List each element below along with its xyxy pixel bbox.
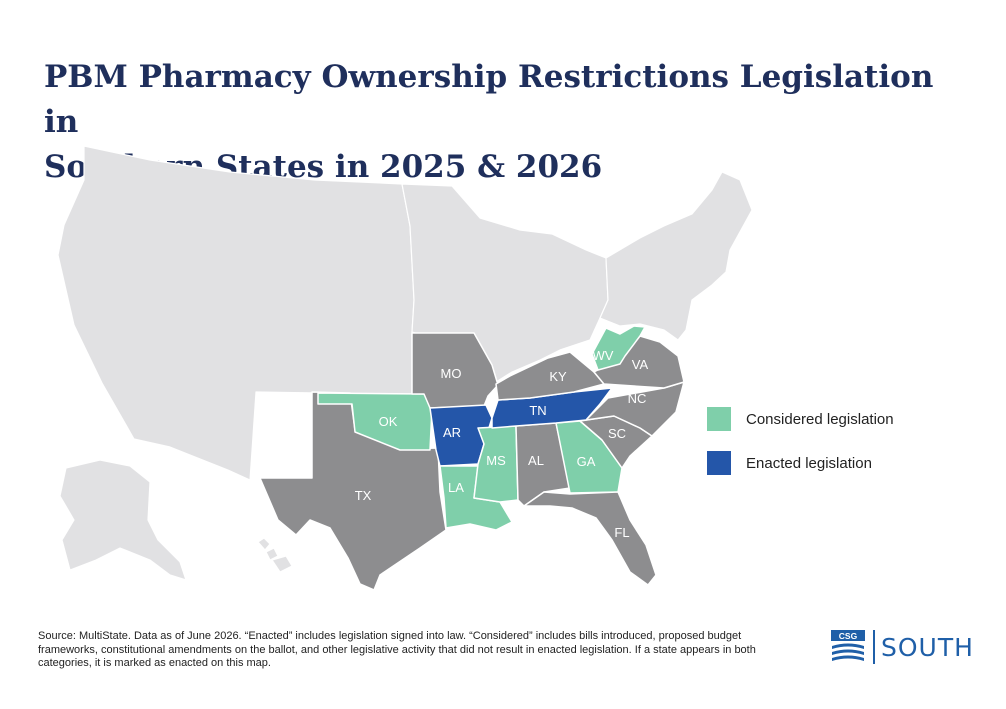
state-nc xyxy=(585,381,685,437)
label-nc: NC xyxy=(628,391,647,406)
state-hawaii-3 xyxy=(271,555,293,573)
label-ky: KY xyxy=(549,369,567,384)
legend-swatch-enacted xyxy=(707,451,731,475)
logo-text: SOUTH xyxy=(881,633,974,662)
state-hawaii-2 xyxy=(265,547,279,561)
legend-item-enacted: Enacted legislation xyxy=(707,451,872,475)
label-al: AL xyxy=(528,453,544,468)
other-states xyxy=(57,145,753,581)
label-va: VA xyxy=(632,357,649,372)
legend-label-enacted: Enacted legislation xyxy=(746,454,872,472)
legend-swatch-considered xyxy=(707,407,731,431)
label-ms: MS xyxy=(486,453,506,468)
state-west-region xyxy=(57,145,415,481)
legend-label-considered: Considered legislation xyxy=(746,410,894,428)
map-title: PBM Pharmacy Ownership Restrictions Legi… xyxy=(44,55,944,190)
state-labels: TX OK MO AR LA MS AL GA FL SC NC TN KY V… xyxy=(355,348,649,540)
label-sc: SC xyxy=(608,426,626,441)
svg-text:CSG: CSG xyxy=(839,631,858,641)
state-alaska xyxy=(59,459,187,581)
label-tx: TX xyxy=(355,488,372,503)
state-northeast-region xyxy=(599,171,753,341)
csg-south-logo: CSG SOUTH xyxy=(831,630,974,668)
label-wv: WV xyxy=(593,348,614,363)
southern-states xyxy=(259,325,685,591)
state-wv xyxy=(591,325,646,371)
state-hawaii-1 xyxy=(257,537,271,551)
title-line-1: PBM Pharmacy Ownership Restrictions Legi… xyxy=(44,59,934,140)
csg-logo-mark: CSG xyxy=(831,630,865,661)
label-la: LA xyxy=(448,480,464,495)
source-note: Source: MultiState. Data as of June 2026… xyxy=(38,630,756,669)
logo-divider xyxy=(873,630,875,664)
label-mo: MO xyxy=(441,366,462,381)
state-mo xyxy=(411,332,499,409)
label-fl: FL xyxy=(614,525,629,540)
legend-item-considered: Considered legislation xyxy=(707,407,894,431)
label-ga: GA xyxy=(577,454,596,469)
label-tn: TN xyxy=(529,403,546,418)
state-fl xyxy=(523,491,657,586)
label-ar: AR xyxy=(443,425,461,440)
label-ok: OK xyxy=(379,414,398,429)
